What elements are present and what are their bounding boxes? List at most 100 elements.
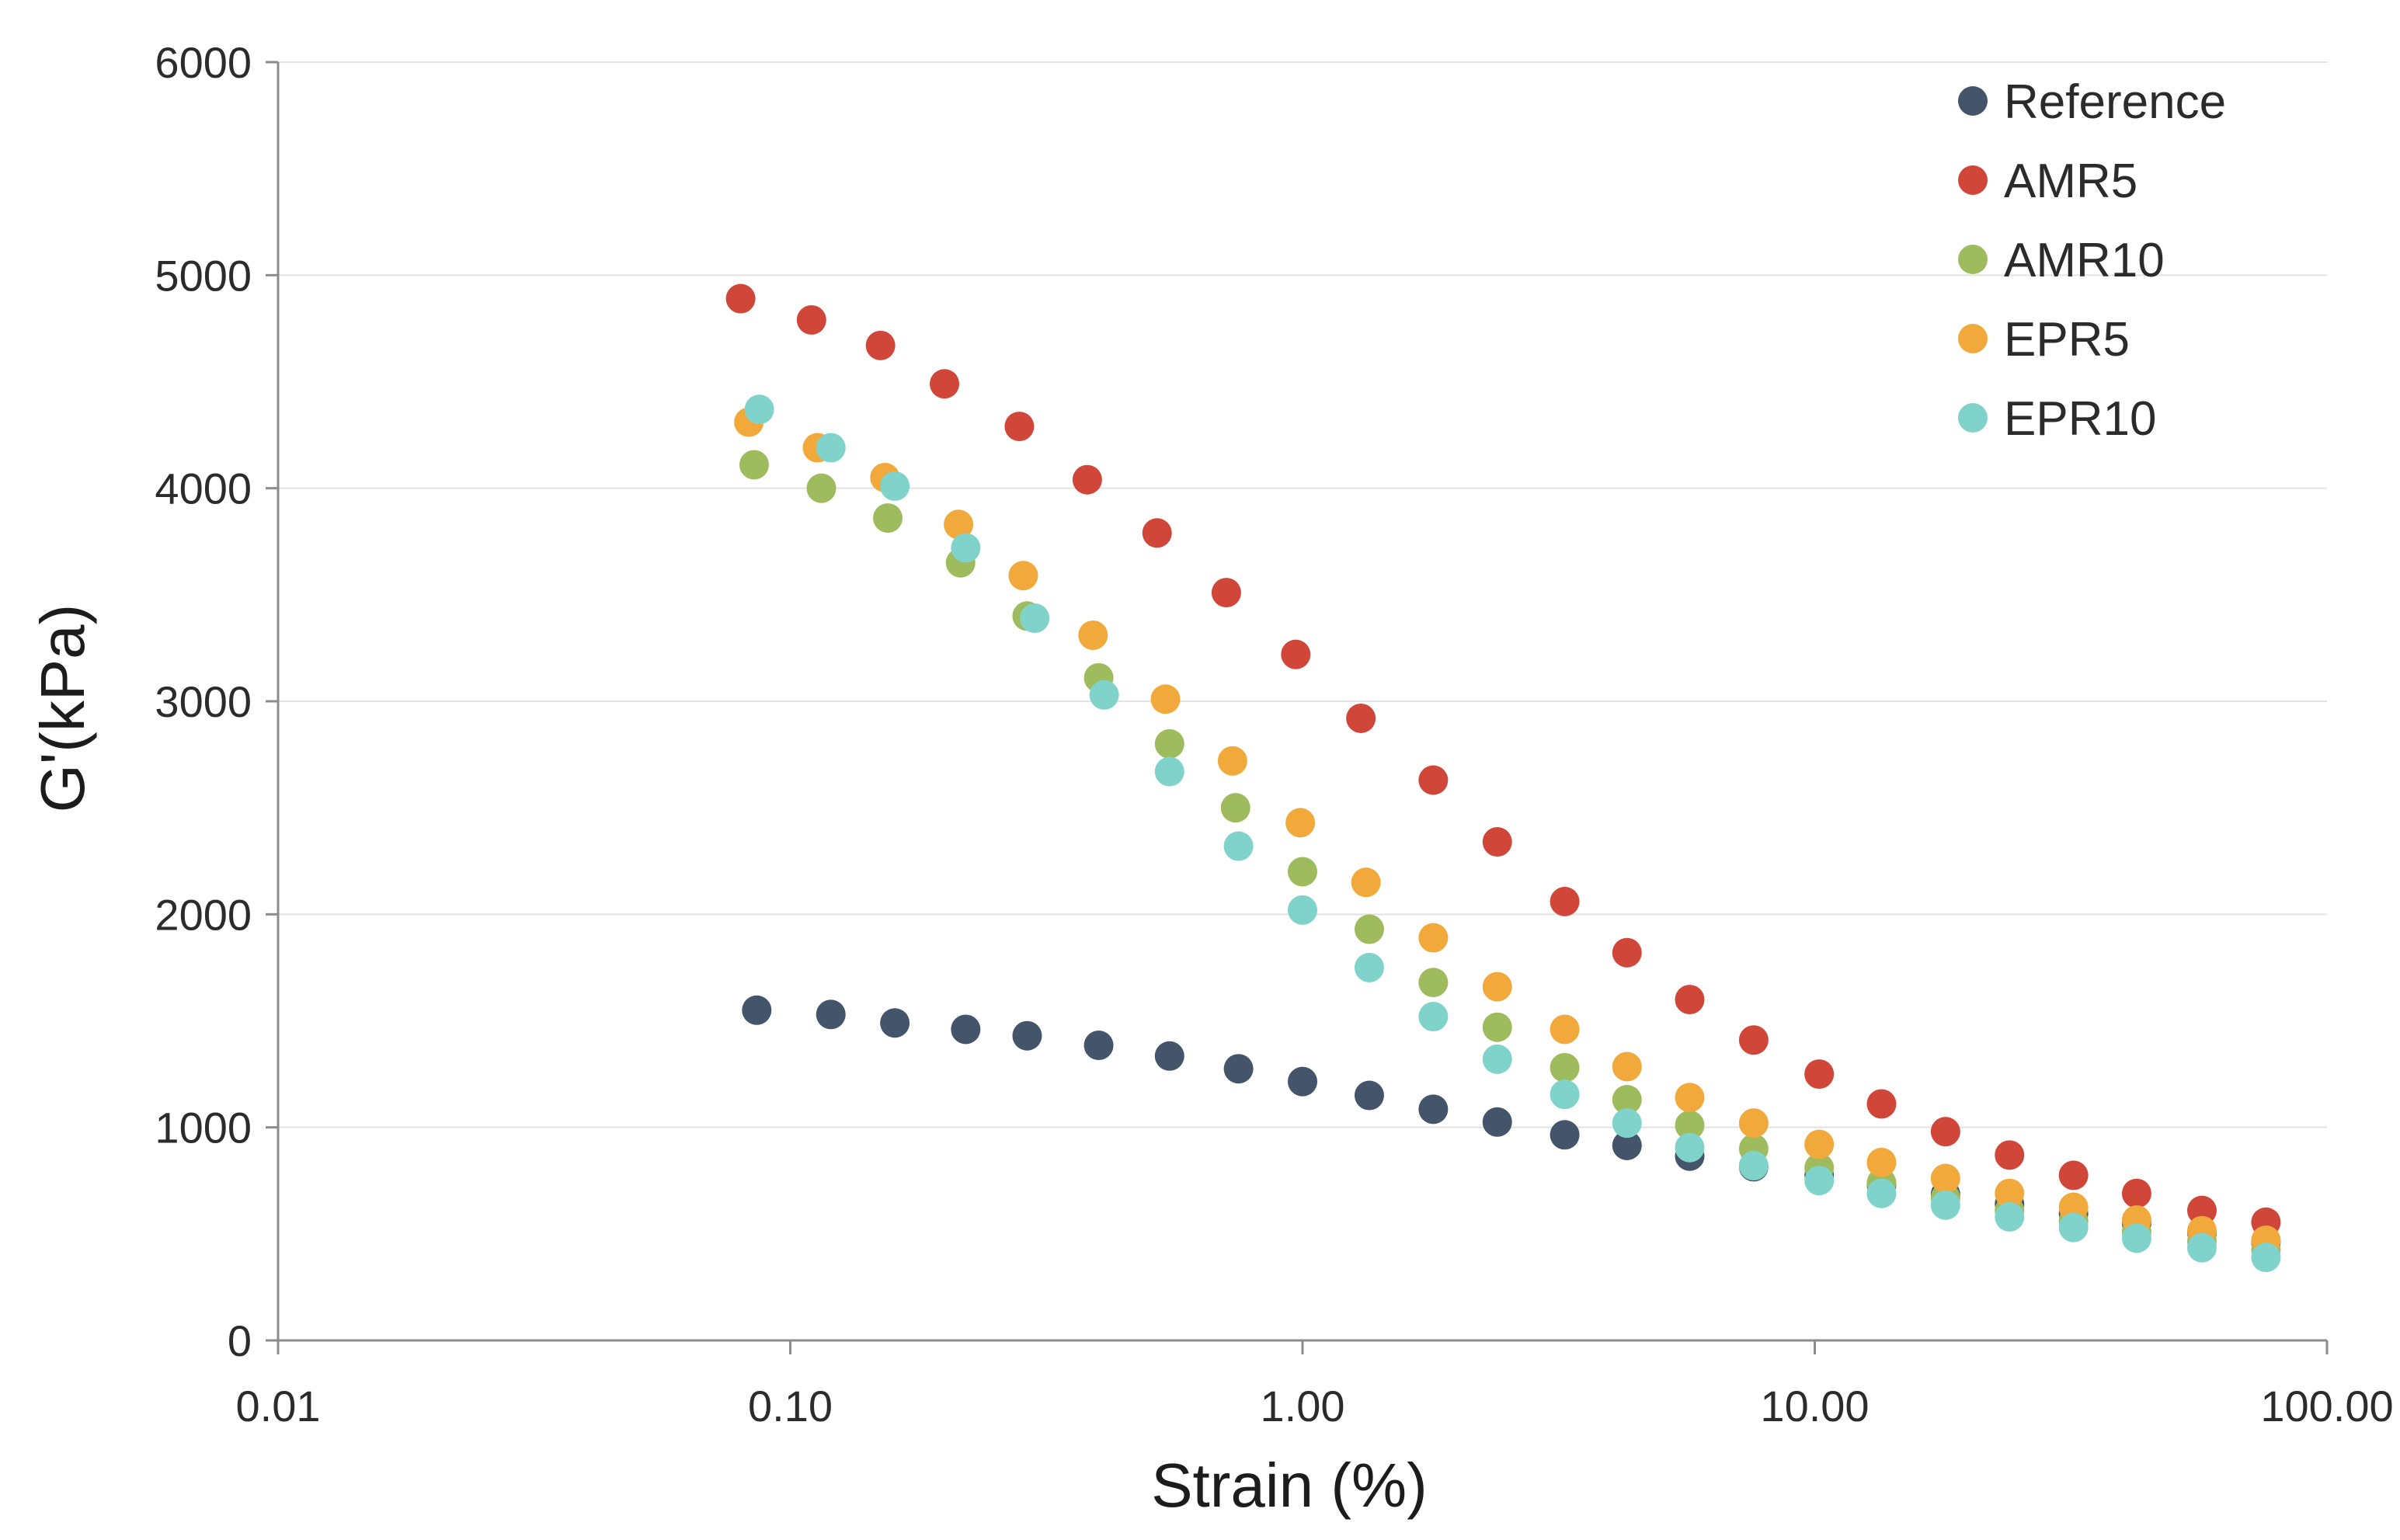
data-point-reference [1482,1107,1512,1137]
data-point-epr10 [1675,1132,1705,1163]
data-point-epr10 [1995,1201,2025,1232]
y-tick-label: 3000 [155,677,252,726]
data-point-amr10 [873,503,903,534]
data-point-reference [1354,1080,1384,1111]
data-point-epr10 [1482,1044,1512,1074]
data-point-reference [880,1008,910,1038]
legend-marker-epr10 [1958,403,1988,433]
data-point-amr5 [1612,937,1642,968]
data-point-amr10 [1354,914,1384,944]
data-point-epr5 [1930,1163,1960,1194]
data-point-epr10 [1418,1002,1449,1032]
legend-label-amr5: AMR5 [2004,155,2137,208]
data-point-epr10 [1804,1166,1835,1196]
data-point-epr10 [744,395,774,425]
legend-marker-epr5 [1958,324,1988,353]
data-point-epr10 [1154,756,1184,787]
data-point-epr10 [2251,1243,2281,1273]
data-point-amr5 [1142,518,1172,548]
data-point-amr5 [1675,985,1705,1015]
data-point-reference [1550,1120,1580,1150]
data-point-epr10 [1089,680,1119,710]
data-point-epr10 [1020,603,1050,634]
data-point-amr5 [1211,578,1241,608]
y-axis-title: G'(kPa) [28,604,97,813]
data-point-reference [1612,1130,1642,1160]
legend-marker-reference [1958,86,1988,116]
data-point-amr5 [1930,1117,1960,1147]
data-point-amr5 [1482,827,1512,857]
y-tick-label: 6000 [155,38,252,87]
data-point-reference [1418,1094,1449,1125]
axes [266,61,2329,1354]
data-point-amr5 [930,369,960,399]
data-point-epr5 [1738,1108,1769,1138]
series-epr10 [744,395,2281,1273]
data-point-amr10 [739,450,769,480]
data-point-epr5 [944,509,974,540]
legend-marker-amr10 [1958,245,1988,274]
data-point-reference [1012,1020,1042,1051]
data-point-amr5 [1072,464,1102,495]
data-point-amr5 [1738,1025,1769,1055]
legend-item-amr10: AMR10 [1958,234,2165,287]
data-point-epr10 [2186,1232,2217,1263]
y-tick-label: 4000 [155,464,252,513]
data-point-epr5 [1008,561,1038,591]
data-point-amr5 [1995,1140,2025,1170]
data-point-amr10 [1154,728,1184,759]
legend-item-amr5: AMR5 [1958,155,2137,208]
data-point-epr10 [951,533,981,563]
legend-label-reference: Reference [2004,75,2226,129]
data-point-reference [742,995,772,1025]
data-point-epr10 [1612,1108,1642,1138]
data-point-amr5 [1346,703,1376,733]
legend-item-reference: Reference [1958,75,2226,129]
data-point-epr5 [1804,1129,1835,1159]
data-point-epr10 [1866,1178,1897,1208]
data-point-amr5 [1004,412,1035,442]
data-point-amr10 [1550,1052,1580,1083]
data-point-epr5 [1351,867,1381,898]
series-amr5 [725,283,2281,1237]
data-point-epr10 [816,433,846,463]
data-point-reference [1154,1041,1184,1071]
y-tick-label: 1000 [155,1104,252,1152]
data-point-amr5 [2121,1178,2151,1208]
legend: Reference AMR5 AMR10 EPR5 EPR10 [1958,75,2226,446]
x-tick-label: 0.10 [748,1382,833,1430]
data-point-amr10 [1675,1110,1705,1140]
data-point-amr5 [2058,1160,2089,1191]
data-point-epr5 [1995,1178,2025,1208]
legend-label-epr5: EPR5 [2004,313,2130,367]
data-point-epr10 [1930,1190,1960,1220]
data-point-epr5 [1217,746,1247,776]
data-point-amr5 [1804,1059,1835,1090]
data-point-amr5 [1418,765,1449,795]
data-point-amr5 [725,283,756,314]
data-point-epr10 [2121,1223,2151,1253]
legend-item-epr10: EPR10 [1958,392,2156,446]
data-point-amr10 [1220,793,1250,823]
data-point-epr10 [2058,1212,2089,1243]
x-axis-title: Strain (%) [1151,1451,1428,1520]
data-point-epr10 [1223,831,1254,861]
data-points [725,283,2281,1273]
data-point-reference [1288,1066,1317,1097]
data-point-amr5 [865,330,896,360]
x-tick-label: 100.00 [2260,1382,2393,1430]
data-point-amr5 [796,304,826,335]
data-point-amr10 [1482,1012,1512,1042]
tick-labels: 0 1000 2000 3000 4000 5000 6000 0.01 0.10 1.00 10.… [155,38,2393,1430]
gridlines [278,61,2327,1128]
series-amr10 [739,450,2281,1265]
y-tick-label: 0 [228,1316,252,1365]
data-point-epr10 [1288,895,1317,925]
legend-item-epr5: EPR5 [1958,313,2130,367]
data-point-epr10 [880,471,910,501]
y-tick-label: 2000 [155,890,252,939]
x-tick-label: 1.00 [1261,1382,1345,1430]
data-point-reference [1083,1031,1114,1061]
data-point-reference [951,1014,981,1045]
legend-label-epr10: EPR10 [2004,392,2156,446]
